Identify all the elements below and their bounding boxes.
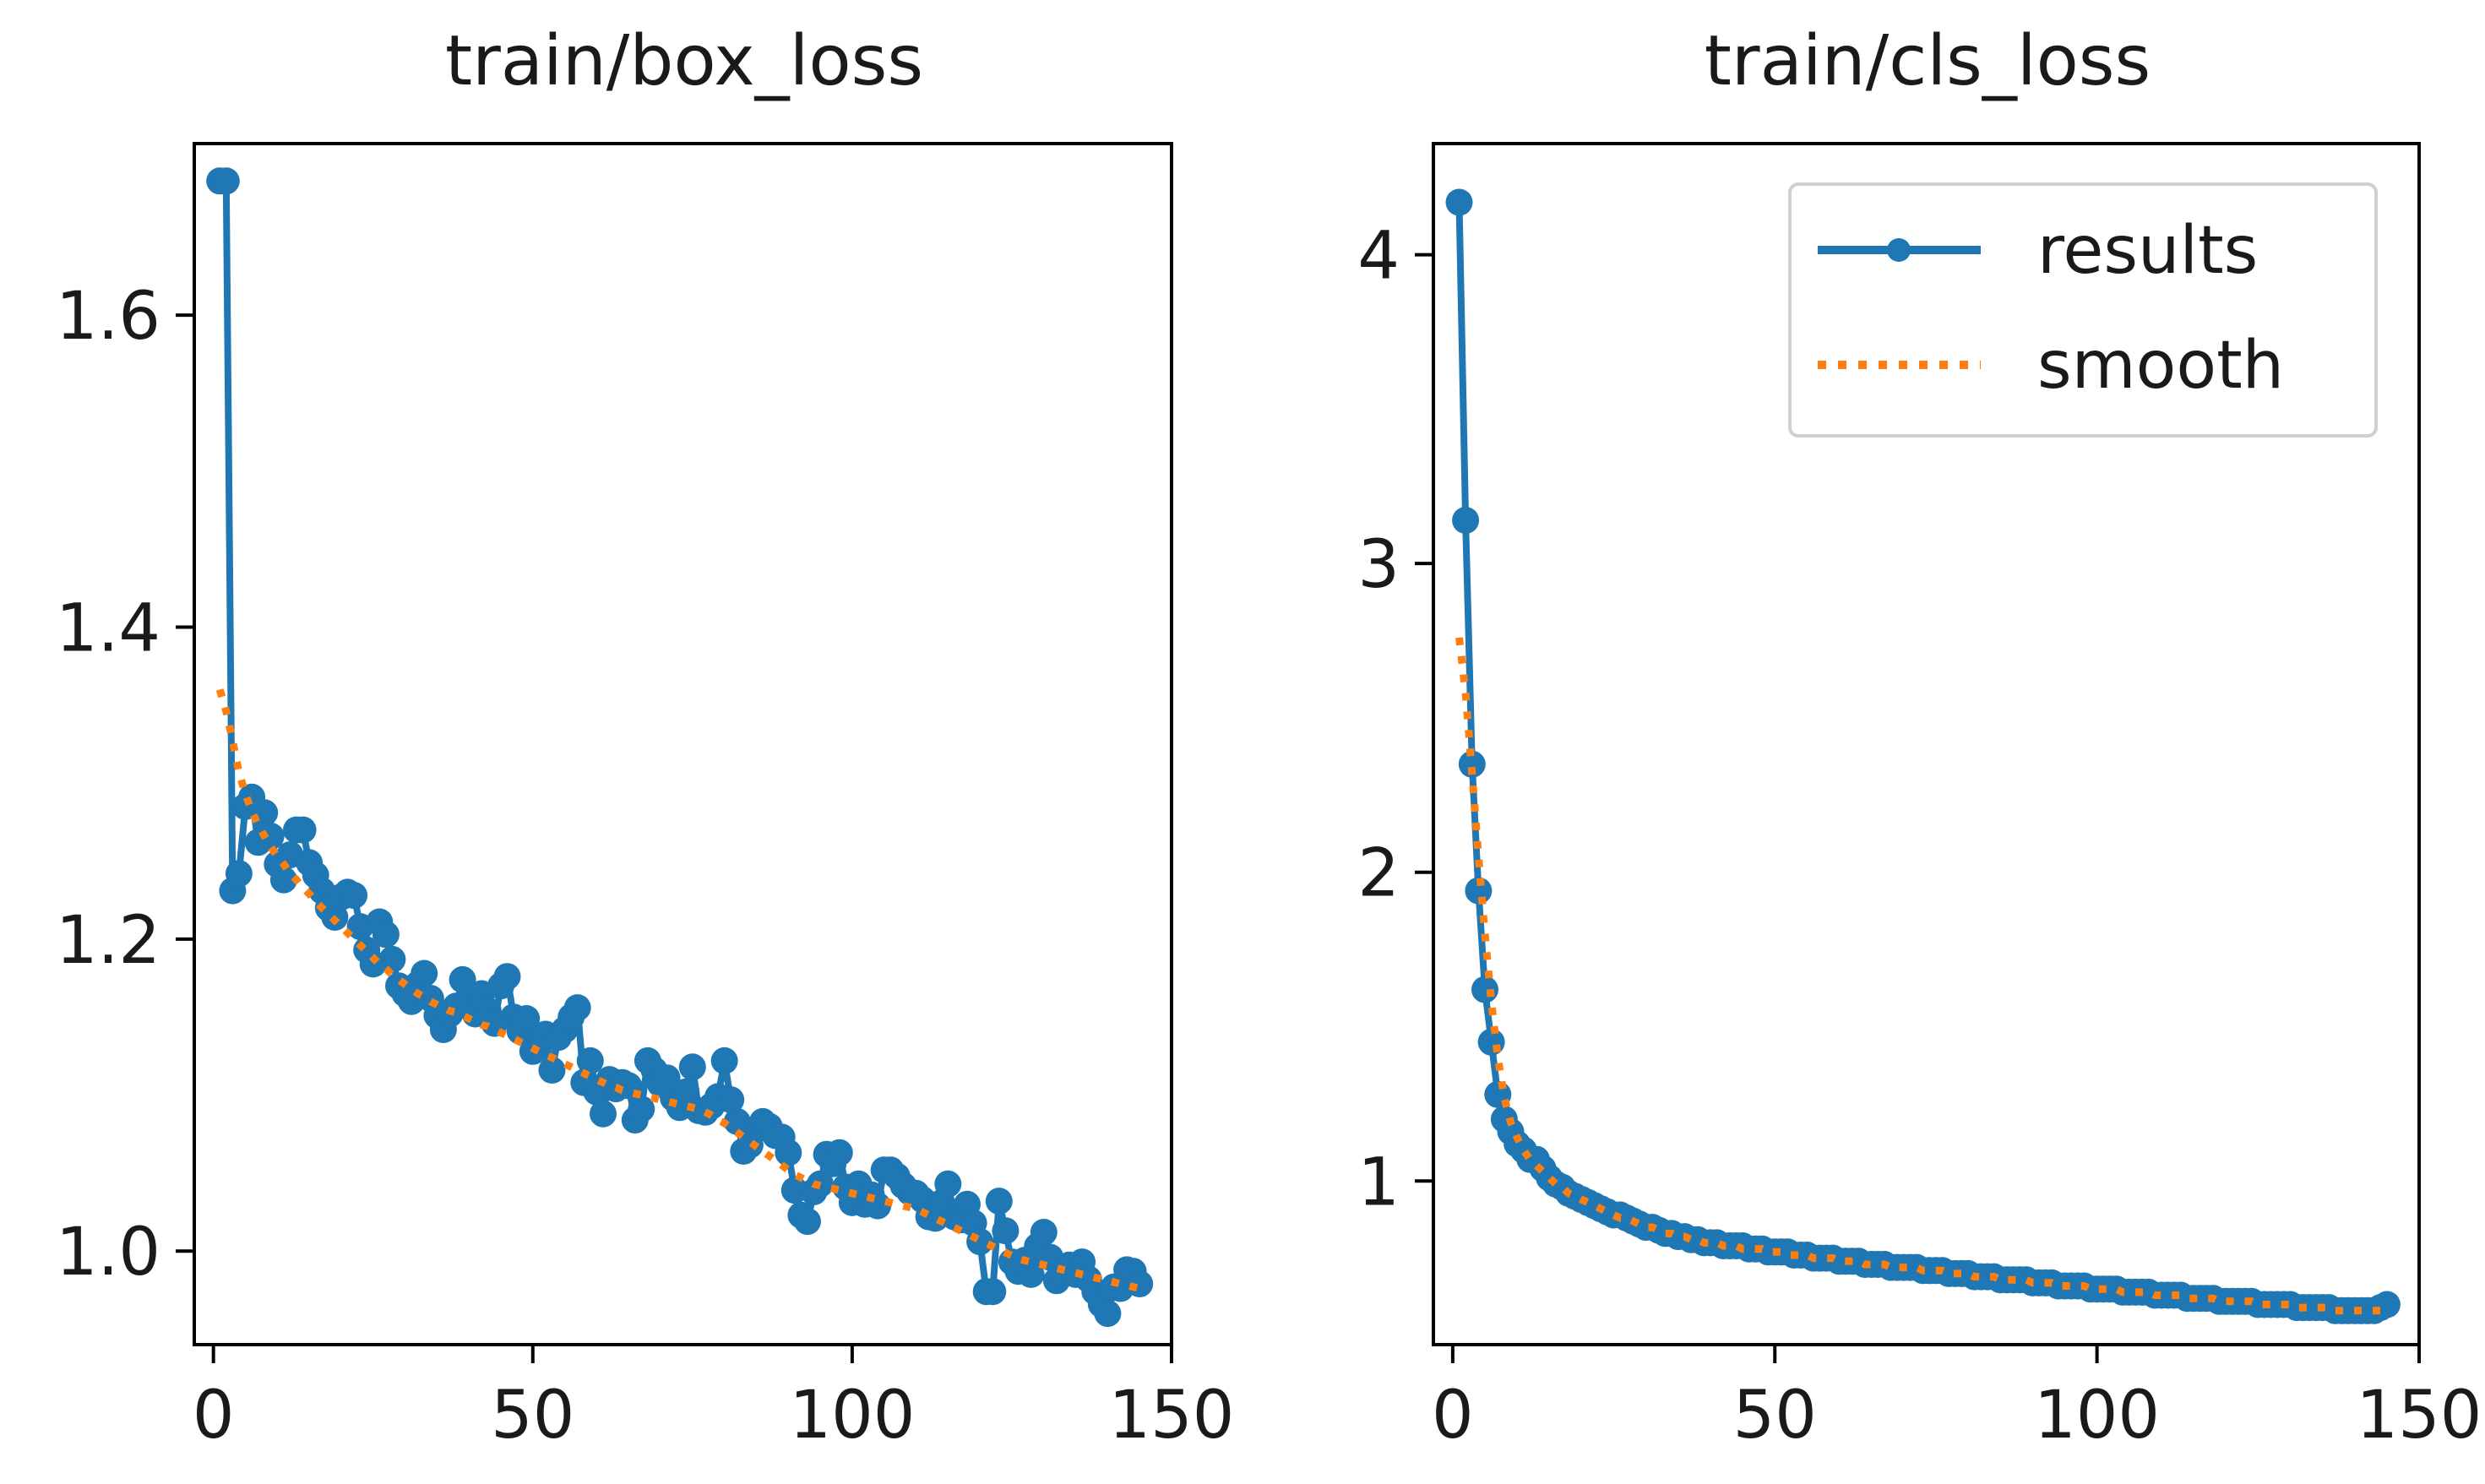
cls-loss-panel: train/cls_loss 0 50 100 150 1 2 3 4 results smo… [1357, 21, 2482, 1454]
legend-results-label: results [2037, 213, 2258, 289]
cls-loss-y-tick-label: 3 [1357, 527, 1400, 603]
box-loss-title: train/box_loss [445, 21, 923, 101]
box-loss-results-point [934, 1170, 962, 1198]
cls-loss-x-tick-label: 0 [1432, 1378, 1474, 1454]
box-loss-results-point [825, 1139, 853, 1166]
box-loss-results-point [493, 963, 521, 991]
box-loss-series-smooth-line [215, 688, 1141, 1292]
box-loss-results-point [710, 1046, 738, 1074]
box-loss-results-point [289, 816, 317, 844]
box-loss-results-point [372, 921, 400, 949]
box-loss-y-tick-label: 1.4 [56, 590, 160, 666]
box-loss-results-point [717, 1086, 745, 1114]
box-loss-results-point [992, 1217, 1020, 1245]
box-loss-results-point [794, 1208, 821, 1236]
cls-loss-results-point [1458, 750, 1486, 778]
box-loss-y-tick-label: 1.6 [56, 279, 160, 355]
cls-loss-marks [1445, 188, 2401, 1324]
box-loss-results-point [979, 1278, 1007, 1306]
box-loss-ticks: 0 50 100 150 1.0 1.2 1.4 1.6 [56, 279, 1234, 1454]
cls-loss-results-point [1471, 976, 1498, 1003]
box-loss-results-point [1030, 1219, 1058, 1246]
box-loss-results-point [340, 882, 368, 910]
box-loss-results-point [678, 1053, 706, 1081]
cls-loss-y-tick-label: 4 [1357, 219, 1400, 295]
box-loss-x-tick-label: 0 [193, 1378, 235, 1454]
box-loss-results-point [563, 994, 591, 1022]
box-loss-panel: train/box_loss 0 50 100 150 1.0 1.2 1.4 1.6 [56, 21, 1234, 1454]
box-loss-y-tick-label: 1.0 [56, 1215, 160, 1291]
box-loss-y-tick-label: 1.2 [56, 903, 160, 979]
box-loss-results-point [212, 167, 240, 195]
cls-loss-y-tick-label: 2 [1357, 836, 1400, 912]
box-loss-results-point [1126, 1270, 1154, 1297]
box-loss-results-point [378, 945, 406, 973]
cls-loss-title: train/cls_loss [1705, 21, 2151, 101]
box-loss-results-point [628, 1095, 655, 1123]
box-loss-x-tick-label: 50 [491, 1378, 574, 1454]
cls-loss-x-tick-label: 150 [2357, 1378, 2482, 1454]
box-loss-results-point [1017, 1260, 1045, 1288]
cls-loss-results-point [1445, 188, 1473, 216]
cls-loss-x-tick-label: 100 [2034, 1378, 2160, 1454]
box-loss-results-point [1094, 1300, 1122, 1328]
legend-results-marker [1887, 238, 1911, 262]
box-loss-results-point [513, 1005, 541, 1032]
box-loss-results-point [538, 1057, 566, 1084]
box-loss-results-point [590, 1100, 617, 1128]
legend-smooth-label: smooth [2037, 328, 2284, 404]
cls-loss-results-point [1452, 507, 1480, 534]
cls-loss-series-smooth-line [1455, 637, 2387, 1315]
box-loss-axes-frame [193, 142, 1173, 1346]
box-loss-results-point [257, 823, 285, 850]
box-loss-results-point [653, 1064, 681, 1092]
box-loss-series-results-line [220, 177, 1143, 1318]
box-loss-results-point [225, 860, 253, 888]
cls-loss-y-tick-label: 1 [1357, 1144, 1400, 1220]
box-loss-results-point [411, 959, 438, 987]
cls-loss-x-tick-label: 50 [1733, 1378, 1817, 1454]
legend: results smooth [1788, 182, 2378, 438]
box-loss-results-point [576, 1046, 604, 1074]
box-loss-results-point [985, 1188, 1013, 1215]
box-loss-x-tick-label: 150 [1109, 1378, 1235, 1454]
box-loss-results-point [775, 1139, 802, 1166]
box-loss-marks [206, 167, 1154, 1328]
box-loss-x-tick-label: 100 [789, 1378, 915, 1454]
box-loss-results-point [269, 866, 297, 894]
cls-loss-axes-frame [1432, 142, 2421, 1346]
cls-loss-ticks: 0 50 100 150 1 2 3 4 [1357, 219, 2482, 1454]
